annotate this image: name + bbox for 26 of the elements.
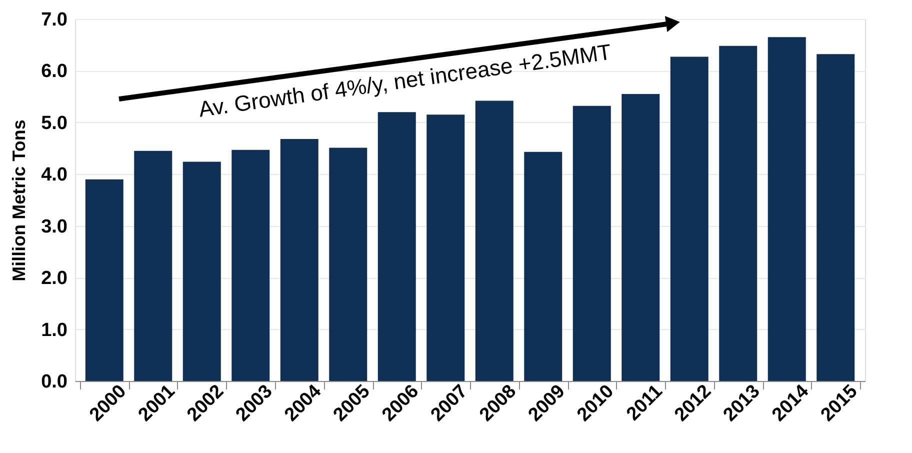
bar	[816, 54, 855, 381]
bar	[475, 100, 514, 381]
bar	[670, 56, 708, 381]
bar	[280, 138, 318, 381]
bar	[768, 37, 806, 381]
bar	[524, 152, 562, 381]
bar	[182, 162, 221, 381]
bar	[572, 106, 611, 381]
y-tick-label: 6.0	[41, 61, 68, 82]
y-tick-label: 0.0	[41, 372, 68, 392]
bar	[329, 148, 368, 381]
bar	[426, 114, 465, 381]
bar	[378, 112, 416, 381]
annotation: Av. Growth of 4%/y, net increase +2.5MMT	[197, 39, 613, 122]
y-tick-label: 3.0	[41, 216, 68, 238]
bar	[232, 150, 270, 381]
bar	[622, 94, 660, 381]
bar	[134, 150, 172, 381]
y-tick-label: 2.0	[41, 268, 68, 290]
bar	[719, 46, 758, 381]
y-tick-label: 7.0	[41, 10, 68, 30]
y-axis-title: Million Metric Tons	[9, 120, 30, 282]
bar	[85, 179, 124, 381]
y-tick-label: 1.0	[41, 320, 68, 341]
y-tick-label: 4.0	[41, 164, 68, 186]
y-tick-label: 5.0	[41, 112, 68, 134]
